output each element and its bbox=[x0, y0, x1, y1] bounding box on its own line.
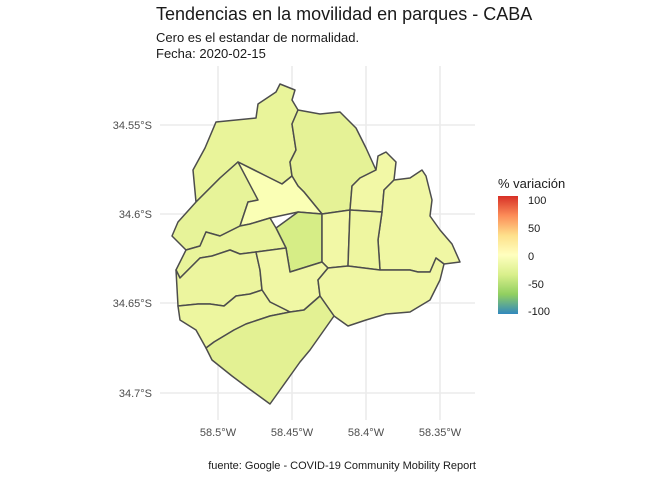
map-title: Tendencias en la movilidad en parques - … bbox=[156, 4, 533, 24]
comuna-4 bbox=[317, 257, 445, 327]
x-tick-label: 58.35°W bbox=[419, 427, 462, 439]
y-tick-label: 34.7°S bbox=[119, 388, 152, 400]
y-tick-label: 34.65°S bbox=[113, 298, 152, 310]
legend-title: % variación bbox=[498, 176, 566, 191]
comuna-3 bbox=[321, 209, 351, 269]
x-tick-label: 58.5°W bbox=[200, 427, 237, 439]
x-tick-label: 58.45°W bbox=[271, 427, 314, 439]
y-axis: 34.55°S 34.6°S 34.65°S 34.7°S bbox=[113, 120, 152, 400]
map-caption: fuente: Google - COVID-19 Community Mobi… bbox=[208, 460, 476, 472]
comuna-1 bbox=[377, 169, 461, 273]
comuna-4b bbox=[347, 209, 383, 271]
legend-label: 0 bbox=[528, 251, 535, 263]
legend-label: 100 bbox=[528, 195, 547, 207]
y-tick-label: 34.6°S bbox=[119, 209, 152, 221]
comuna-8 bbox=[205, 295, 335, 405]
map-subtitle: Cero es el estandar de normalidad. bbox=[156, 30, 360, 45]
legend-label: -50 bbox=[528, 279, 544, 291]
x-tick-label: 58.4°W bbox=[348, 427, 385, 439]
legend-label: 50 bbox=[528, 223, 541, 235]
y-tick-label: 34.55°S bbox=[113, 120, 152, 132]
legend-colorbar bbox=[498, 196, 518, 314]
map-date: Fecha: 2020-02-15 bbox=[156, 46, 266, 61]
x-axis: 58.5°W 58.45°W 58.4°W 58.35°W bbox=[200, 427, 462, 439]
legend-label: -100 bbox=[528, 306, 551, 318]
comunas bbox=[171, 83, 461, 405]
